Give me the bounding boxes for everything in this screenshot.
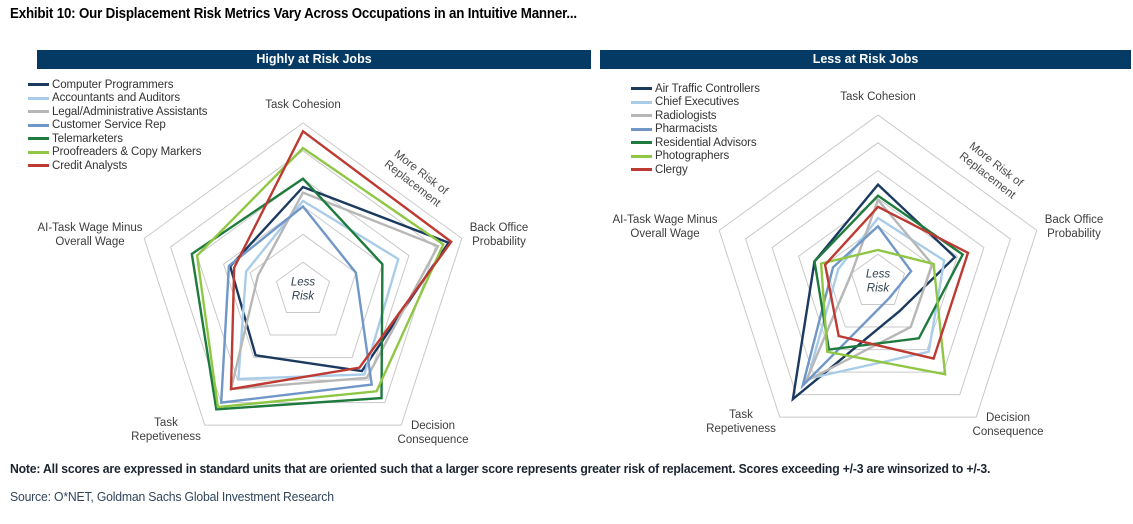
legend-label: Photographers — [655, 150, 730, 163]
legend-label: Chief Executives — [655, 96, 740, 109]
legend-label: Computer Programmers — [52, 78, 174, 91]
center-less-risk-label: Less Risk — [290, 276, 316, 303]
legend-swatch — [631, 141, 652, 145]
radar-plot-area — [718, 114, 1038, 418]
legend-label: Legal/Administrative Assistants — [52, 105, 208, 118]
radar-series-pharmacists — [800, 224, 913, 390]
legend-label: Telemarketers — [52, 132, 123, 145]
legend-swatch — [631, 168, 652, 172]
radar-series-photographers — [819, 248, 947, 376]
legend-swatch — [28, 150, 49, 154]
legend-label: Pharmacists — [655, 123, 718, 136]
center-less-risk-label: Less Risk — [865, 268, 891, 295]
radar-series-clergy — [823, 205, 970, 361]
grid-ring — [745, 142, 1011, 396]
legend-item: Computer Programmers — [28, 78, 207, 92]
chart-title-band-highly-at-risk: Highly at Risk Jobs — [37, 50, 591, 69]
source-text: Source: O*NET, Goldman Sachs Global Inve… — [10, 489, 334, 504]
legend-label: Residential Advisors — [655, 136, 757, 149]
grid-ring — [850, 253, 906, 305]
legend-swatch — [28, 123, 49, 127]
legend-item: Credit Analysts — [28, 159, 207, 173]
legend-swatch — [631, 154, 652, 158]
grid-ring — [275, 261, 331, 313]
axis-label-2: Decision Consequence — [972, 412, 1044, 438]
chart-title-band-less-at-risk: Less at Risk Jobs — [600, 50, 1131, 69]
legend-swatch — [28, 137, 49, 141]
legend-swatch — [631, 127, 652, 131]
radar-series-credit-analysts — [229, 129, 453, 391]
grid-ring — [718, 114, 1038, 418]
legend-item: Photographers — [631, 150, 760, 164]
legend-swatch — [631, 100, 652, 104]
radar-series-chief-executives — [806, 216, 946, 381]
grid-ring — [771, 170, 985, 373]
axis-label-4: AI-Task Wage Minus Overall Wage — [612, 214, 718, 240]
legend-item: Radiologists — [631, 109, 760, 123]
grid-ring — [143, 122, 463, 426]
legend-item: Telemarketers — [28, 132, 207, 146]
legend-item: Pharmacists — [631, 123, 760, 137]
radar-series-radiologists — [803, 197, 934, 384]
legend-swatch — [28, 110, 49, 114]
legend-item: Air Traffic Controllers — [631, 82, 760, 96]
radar-plot-area — [143, 122, 463, 426]
grid-ring — [196, 178, 410, 381]
legend-swatch — [28, 96, 49, 100]
legend-label: Customer Service Rep — [52, 119, 166, 132]
grid-ring — [223, 205, 383, 359]
legend-label: Proofreaders & Copy Markers — [52, 146, 202, 159]
exhibit-title: Exhibit 10: Our Displacement Risk Metric… — [10, 6, 577, 22]
axis-label-3: Task Repetiveness — [706, 409, 776, 435]
legend-swatch — [631, 87, 652, 91]
axis-label-1: Back Office Probability — [469, 222, 529, 248]
legend-item: Chief Executives — [631, 96, 760, 110]
legend: Air Traffic Controllers Chief Executives R… — [631, 82, 760, 177]
radar-chart-highly-at-risk: Task Cohesion Back Office Probability Deci… — [0, 72, 566, 462]
axis-label-0: Task Cohesion — [840, 91, 916, 104]
legend-label: Clergy — [655, 163, 688, 176]
grid-ring — [824, 225, 932, 328]
radar-series-proofreaders-copy-markers — [195, 146, 445, 409]
axis-label-4: AI-Task Wage Minus Overall Wage — [37, 222, 143, 248]
axis-label-3: Task Repetiveness — [131, 417, 201, 443]
legend-item: Legal/Administrative Assistants — [28, 105, 208, 119]
legend-item: Customer Service Rep — [28, 119, 207, 133]
grid-ring — [249, 233, 357, 336]
radar-series-legal-administrative-assistants — [229, 191, 440, 391]
legend: Computer Programmers Accountants and Audi… — [28, 78, 208, 173]
legend-label: Credit Analysts — [52, 159, 128, 172]
legend-swatch — [28, 164, 49, 168]
legend-label: Accountants and Auditors — [52, 92, 181, 105]
legend-label: Radiologists — [655, 109, 717, 122]
legend-item: Clergy — [631, 163, 760, 177]
axis-label-0: Task Cohesion — [265, 99, 341, 112]
axis-label-1: Back Office Probability — [1044, 214, 1104, 240]
radar-chart-less-at-risk: Task Cohesion Back Office Probability Deci… — [567, 72, 1133, 462]
legend-swatch — [28, 83, 49, 87]
legend-swatch — [631, 114, 652, 118]
legend-item: Residential Advisors — [631, 136, 760, 150]
legend-item: Proofreaders & Copy Markers — [28, 146, 207, 160]
legend-label: Air Traffic Controllers — [655, 82, 760, 95]
legend-item: Accountants and Auditors — [28, 92, 207, 106]
axis-label-2: Decision Consequence — [397, 420, 469, 446]
note-text: Note: All scores are expressed in standa… — [10, 461, 991, 476]
